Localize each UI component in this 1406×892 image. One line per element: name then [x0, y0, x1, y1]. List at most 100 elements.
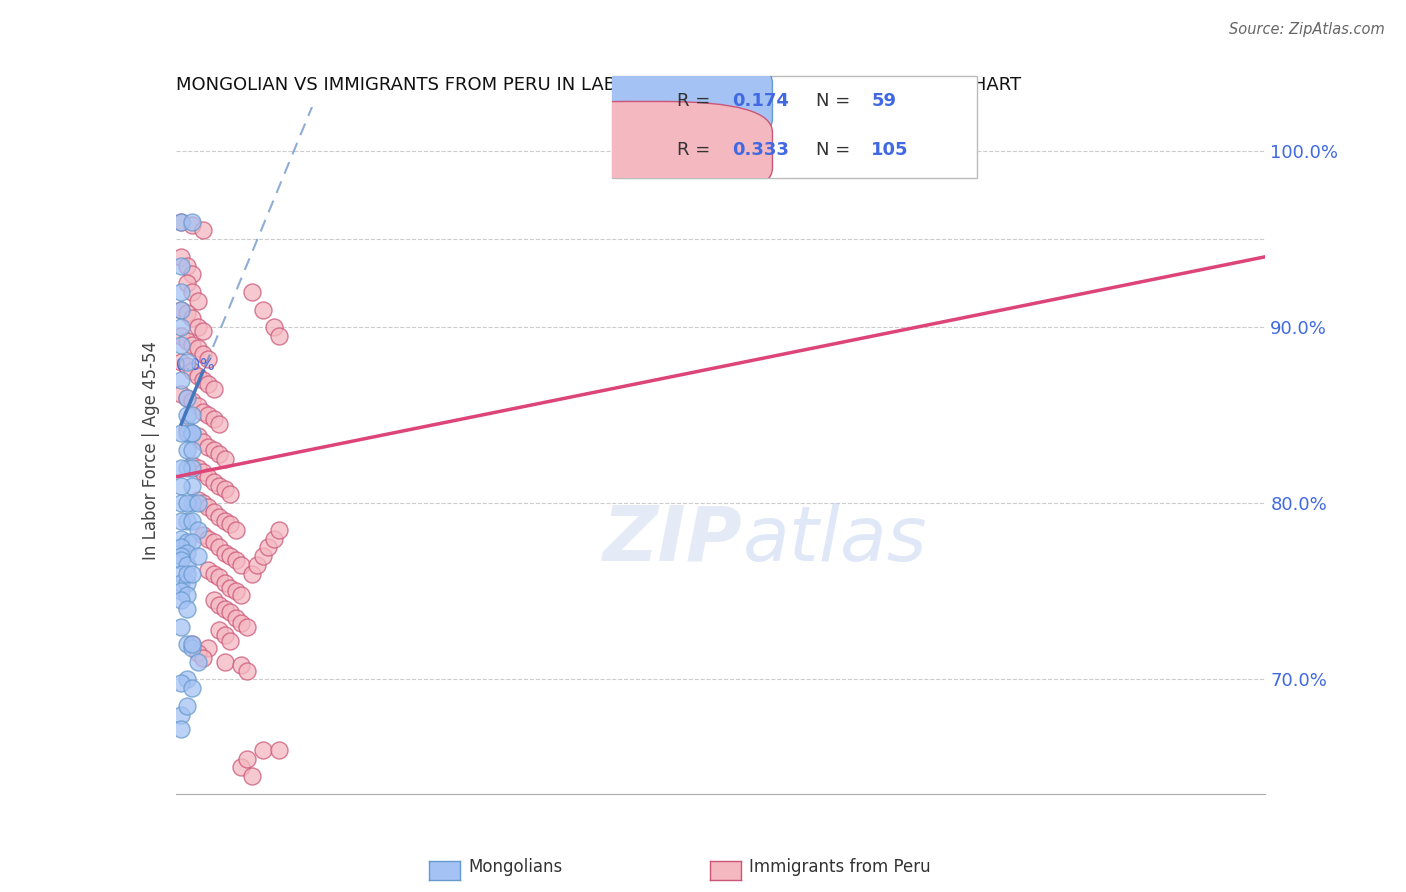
Point — [219, 517, 242, 532]
Point — [225, 523, 247, 537]
Point — [181, 640, 204, 655]
Point — [176, 391, 198, 405]
Point — [181, 394, 204, 409]
Point — [181, 637, 204, 651]
Point — [176, 496, 198, 510]
Point — [170, 541, 193, 555]
Point — [231, 588, 253, 602]
Point — [214, 575, 236, 590]
Point — [186, 293, 209, 308]
Point — [176, 535, 198, 549]
Point — [214, 655, 236, 669]
Point — [202, 593, 225, 607]
Point — [170, 425, 193, 440]
Text: Immigrants from Peru: Immigrants from Peru — [749, 858, 931, 876]
Point — [181, 535, 204, 549]
Point — [191, 434, 214, 449]
Y-axis label: In Labor Force | Age 45-54: In Labor Force | Age 45-54 — [142, 341, 160, 560]
Point — [202, 505, 225, 519]
Point — [202, 566, 225, 581]
Point — [170, 552, 193, 566]
Point — [240, 566, 263, 581]
Point — [186, 369, 209, 384]
Point — [202, 443, 225, 458]
Point — [176, 422, 198, 436]
Point — [197, 500, 219, 514]
Point — [181, 425, 204, 440]
Point — [231, 615, 253, 630]
Point — [202, 475, 225, 490]
Point — [214, 546, 236, 560]
Point — [231, 558, 253, 572]
Point — [214, 482, 236, 496]
Point — [176, 334, 198, 349]
Point — [202, 535, 225, 549]
Point — [170, 355, 193, 369]
Point — [176, 443, 198, 458]
Point — [170, 575, 193, 590]
Point — [186, 341, 209, 355]
Point — [176, 637, 198, 651]
Point — [208, 623, 231, 637]
Point — [181, 409, 204, 423]
Point — [186, 549, 209, 563]
Point — [181, 681, 204, 696]
Point — [225, 584, 247, 599]
Point — [208, 570, 231, 584]
Point — [181, 496, 204, 510]
Point — [176, 566, 198, 581]
Point — [181, 214, 204, 228]
Point — [181, 218, 204, 232]
Text: Source: ZipAtlas.com: Source: ZipAtlas.com — [1229, 22, 1385, 37]
Point — [252, 549, 274, 563]
Point — [170, 619, 193, 633]
Point — [191, 346, 214, 360]
Point — [235, 619, 257, 633]
Point — [240, 769, 263, 783]
Point — [191, 324, 214, 338]
Point — [170, 478, 193, 492]
Point — [181, 443, 204, 458]
Text: MONGOLIAN VS IMMIGRANTS FROM PERU IN LABOR FORCE | AGE 45-54 CORRELATION CHART: MONGOLIAN VS IMMIGRANTS FROM PERU IN LAB… — [176, 77, 1021, 95]
Point — [191, 223, 214, 237]
Point — [176, 673, 198, 687]
Text: ZIP: ZIP — [603, 503, 742, 577]
Point — [269, 743, 291, 757]
Point — [181, 425, 204, 440]
FancyBboxPatch shape — [516, 53, 772, 150]
Point — [181, 637, 204, 651]
Point — [219, 633, 242, 648]
Point — [269, 523, 291, 537]
Point — [186, 320, 209, 334]
Point — [181, 425, 204, 440]
Point — [170, 514, 193, 528]
Point — [170, 387, 193, 401]
Point — [176, 698, 198, 713]
Point — [170, 584, 193, 599]
Point — [170, 338, 193, 352]
Point — [186, 492, 209, 507]
Point — [208, 599, 231, 613]
Text: 0.174: 0.174 — [733, 92, 789, 110]
Point — [176, 355, 198, 369]
Point — [197, 351, 219, 366]
Point — [181, 478, 204, 492]
Point — [170, 259, 193, 273]
Point — [191, 465, 214, 479]
Point — [240, 285, 263, 299]
Point — [176, 588, 198, 602]
Point — [170, 496, 193, 510]
Point — [176, 306, 198, 320]
Text: 0.0%: 0.0% — [176, 358, 215, 373]
Point — [170, 302, 193, 317]
FancyBboxPatch shape — [612, 76, 977, 178]
Point — [186, 429, 209, 443]
Point — [214, 452, 236, 467]
Point — [170, 329, 193, 343]
Text: Mongolians: Mongolians — [468, 858, 562, 876]
Point — [176, 391, 198, 405]
Point — [170, 593, 193, 607]
Point — [181, 566, 204, 581]
Point — [186, 400, 209, 414]
Point — [231, 760, 253, 774]
